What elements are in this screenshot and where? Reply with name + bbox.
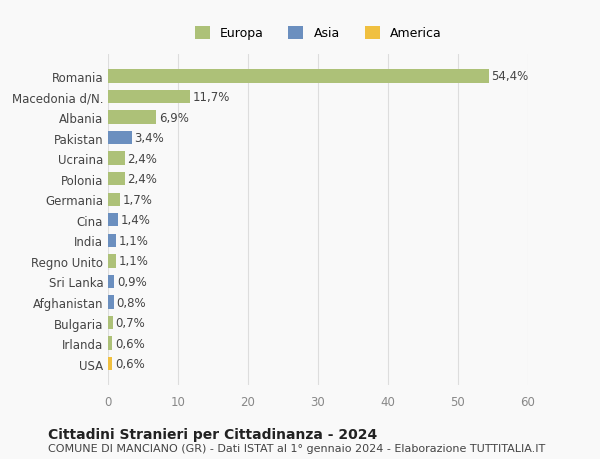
- Text: 1,1%: 1,1%: [119, 235, 148, 247]
- Bar: [108, 70, 489, 84]
- Text: 3,4%: 3,4%: [134, 132, 164, 145]
- Bar: [108, 90, 190, 104]
- Text: 2,4%: 2,4%: [128, 152, 157, 165]
- Text: 1,4%: 1,4%: [121, 214, 151, 227]
- Text: 1,1%: 1,1%: [119, 255, 148, 268]
- Text: 0,8%: 0,8%: [116, 296, 146, 309]
- Bar: [108, 357, 112, 370]
- Legend: Europa, Asia, America: Europa, Asia, America: [190, 22, 446, 45]
- Bar: [108, 132, 132, 145]
- Text: 0,6%: 0,6%: [115, 337, 145, 350]
- Text: COMUNE DI MANCIANO (GR) - Dati ISTAT al 1° gennaio 2024 - Elaborazione TUTTITALI: COMUNE DI MANCIANO (GR) - Dati ISTAT al …: [48, 443, 545, 453]
- Bar: [108, 213, 118, 227]
- Text: 0,6%: 0,6%: [115, 358, 145, 370]
- Bar: [108, 173, 125, 186]
- Text: 0,7%: 0,7%: [116, 316, 145, 330]
- Text: 2,4%: 2,4%: [128, 173, 157, 186]
- Text: Cittadini Stranieri per Cittadinanza - 2024: Cittadini Stranieri per Cittadinanza - 2…: [48, 427, 377, 441]
- Text: 54,4%: 54,4%: [491, 70, 529, 83]
- Bar: [108, 255, 116, 268]
- Bar: [108, 234, 116, 247]
- Bar: [108, 316, 113, 330]
- Bar: [108, 152, 125, 165]
- Bar: [108, 275, 114, 289]
- Text: 0,9%: 0,9%: [117, 275, 147, 288]
- Text: 1,7%: 1,7%: [123, 193, 152, 206]
- Text: 11,7%: 11,7%: [193, 91, 230, 104]
- Bar: [108, 296, 113, 309]
- Bar: [108, 193, 120, 207]
- Bar: [108, 111, 156, 124]
- Bar: [108, 337, 112, 350]
- Text: 6,9%: 6,9%: [159, 111, 189, 124]
